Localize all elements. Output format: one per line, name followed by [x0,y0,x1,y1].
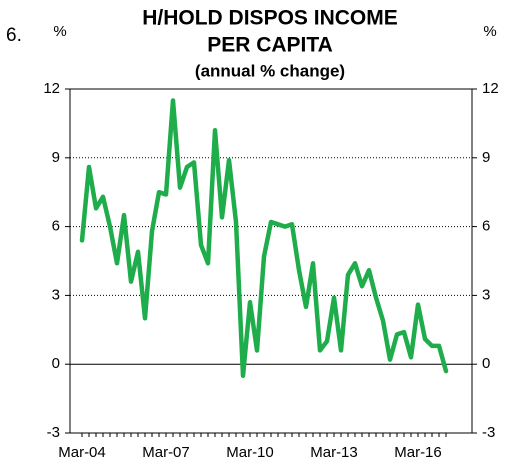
y-tick-label: -3 [47,424,60,441]
x-tick-label: Mar-13 [310,444,358,461]
y2-tick-label: 3 [482,286,490,303]
y2-tick-label: 6 [482,218,490,235]
y2-tick-label: 0 [482,355,490,372]
x-tick-label: Mar-04 [58,444,106,461]
y-tick-label: 12 [43,80,60,97]
chart-title-line2: PER CAPITA [207,34,333,57]
chart-subtitle: (annual % change) [195,61,345,80]
y2-axis-label: % [483,23,496,40]
y2-tick-label: 12 [482,80,499,97]
x-tick-label: Mar-16 [394,444,442,461]
x-tick-label: Mar-07 [142,444,190,461]
data-line [79,98,449,378]
y2-tick-label: 9 [482,149,490,166]
y-tick-label: 0 [52,355,60,372]
y-tick-label: 3 [52,286,60,303]
y-axis-label: % [53,23,66,40]
x-tick-label: Mar-10 [226,444,274,461]
chart-title: H/HOLD DISPOS INCOME [142,7,398,30]
y2-tick-label: -3 [482,424,495,441]
page-number: 6. [6,25,22,46]
y-tick-label: 6 [52,218,60,235]
y-tick-label: 9 [52,149,60,166]
